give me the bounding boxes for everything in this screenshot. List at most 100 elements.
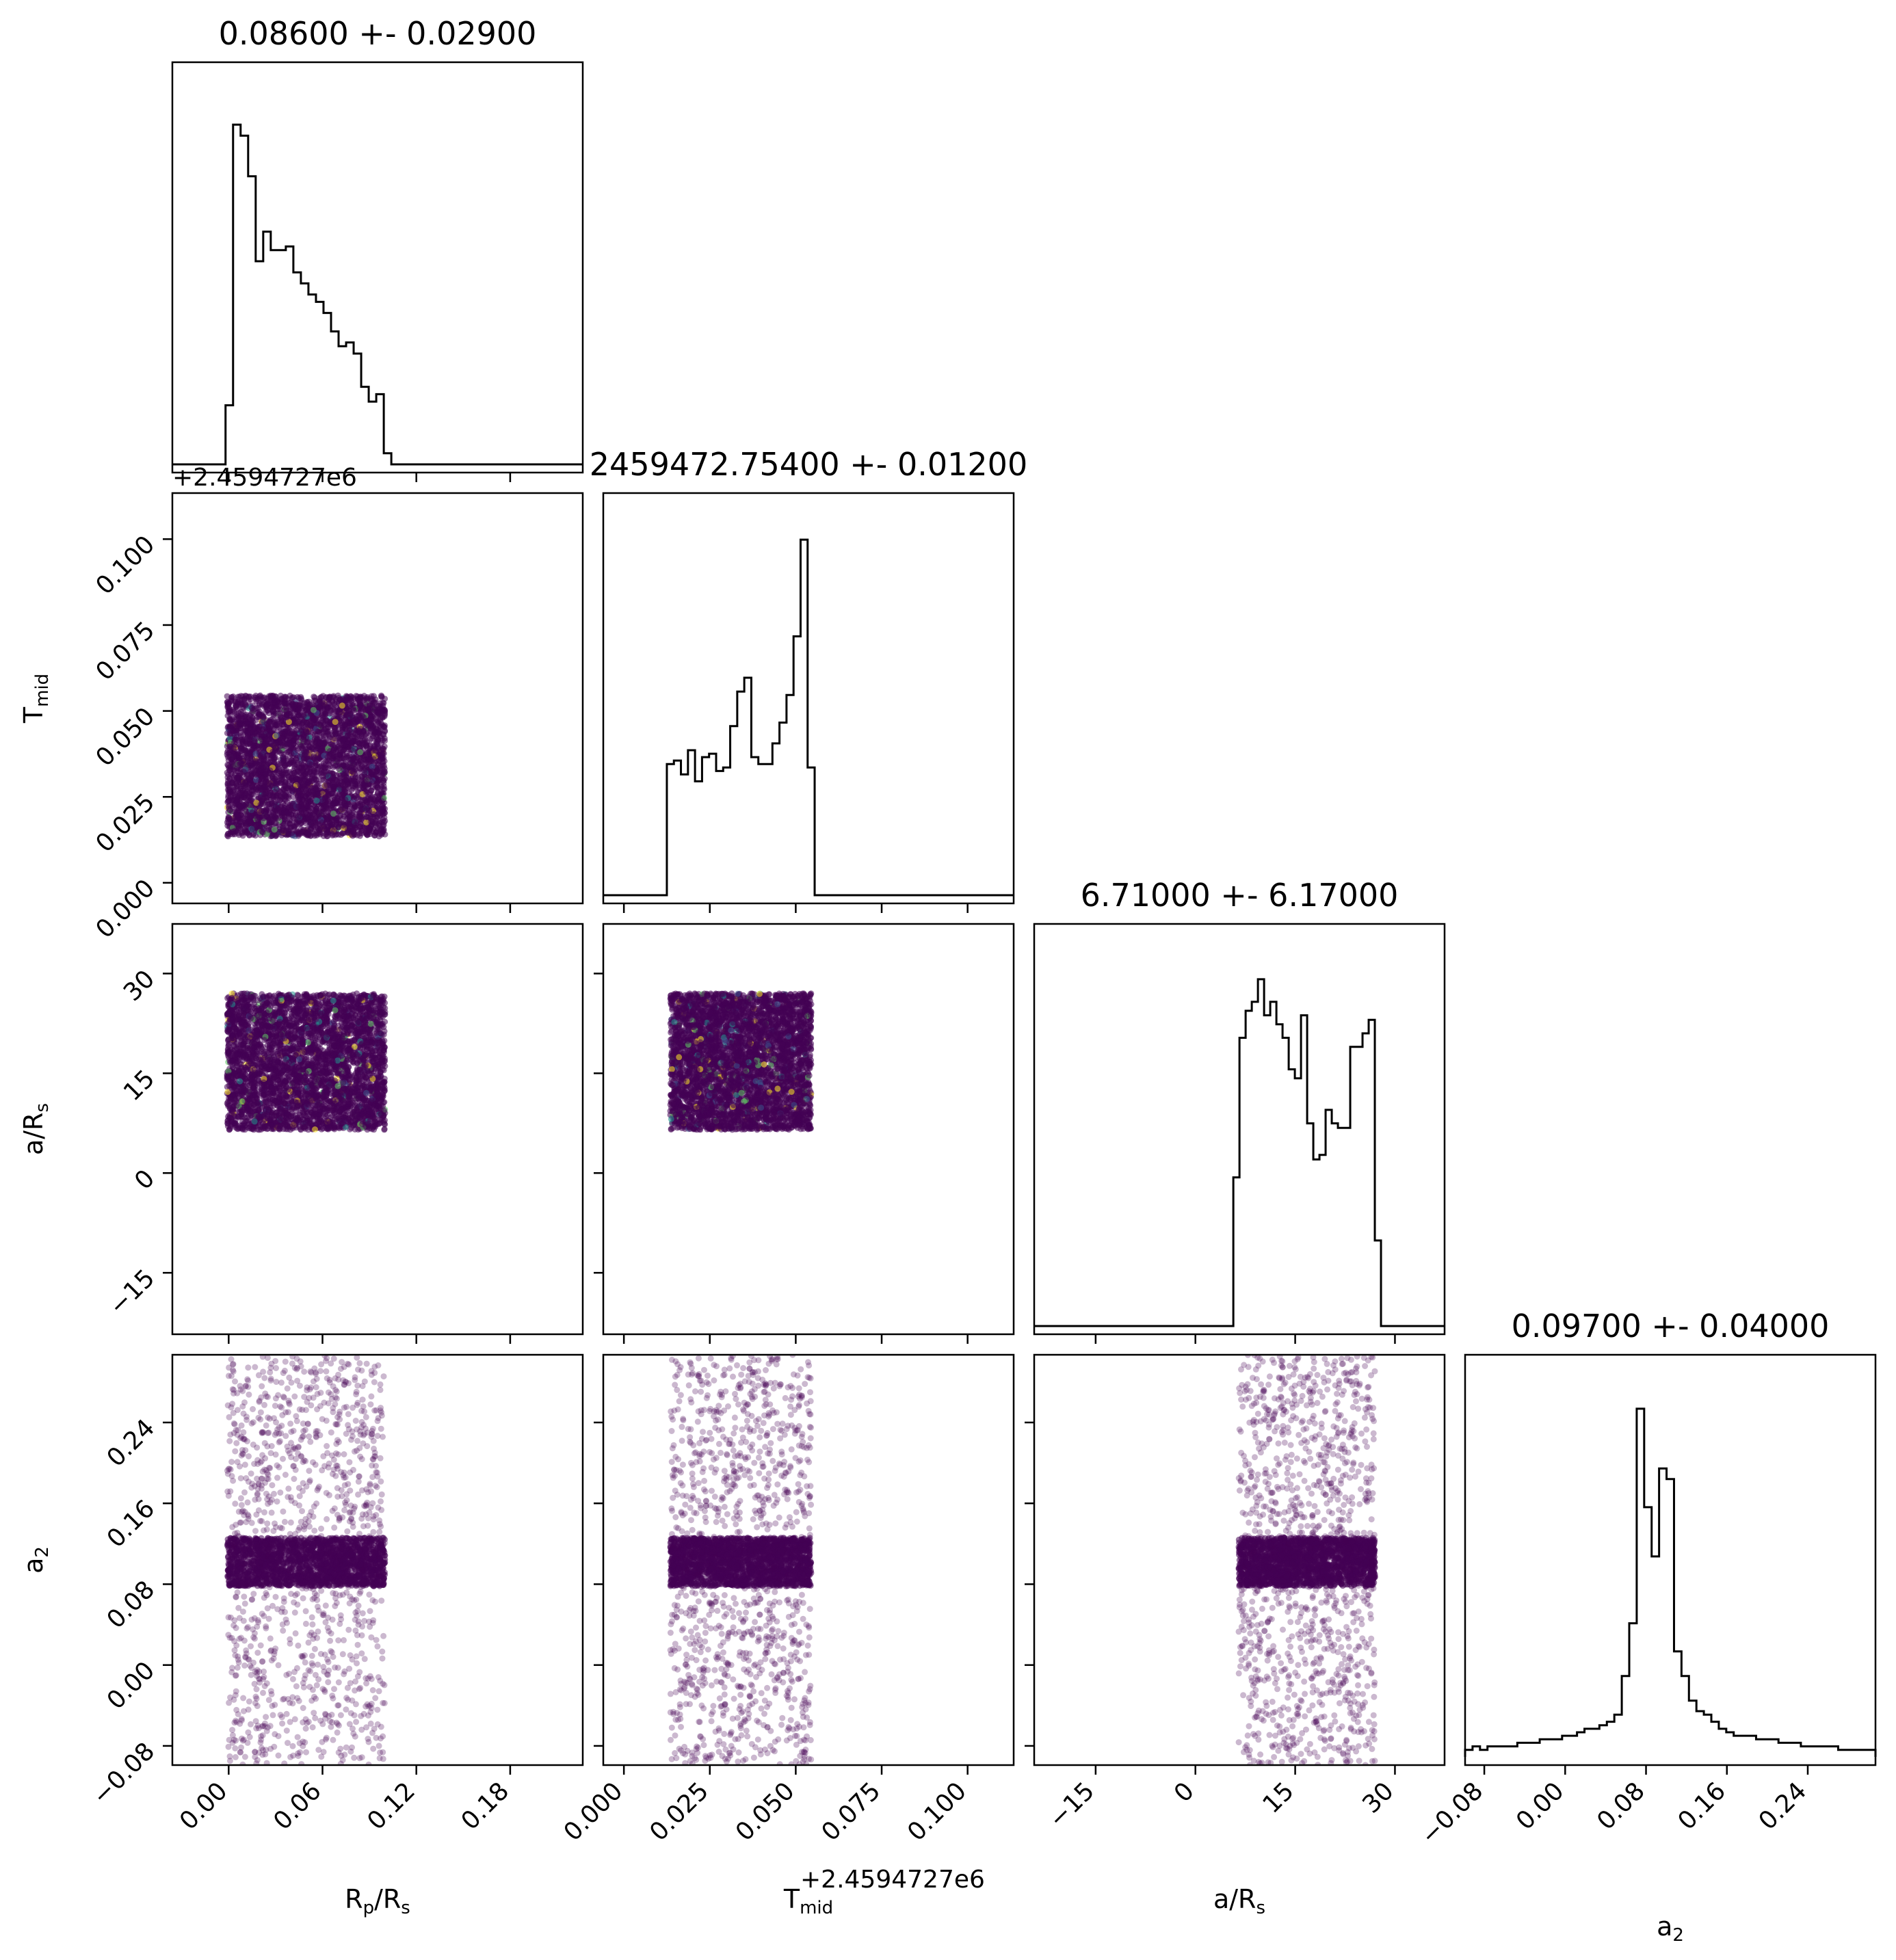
sample-point [238,711,245,717]
sample-point [249,825,256,832]
sample-point [304,825,311,832]
sample-point [365,706,371,713]
sample-point [278,776,285,783]
sample-point [308,761,315,768]
sample-point [291,769,298,776]
sample-point [252,832,259,839]
sample-point [274,806,281,812]
sample-point [295,720,302,727]
sample-point [272,820,278,827]
y-tick-label: 0.075 [90,616,160,686]
sample-point [369,763,376,770]
sample-point [288,751,295,757]
sample-point [339,696,346,702]
sample-point [261,784,267,791]
sample-point [364,814,371,821]
sample-point [369,747,376,754]
sample-point [354,736,361,743]
sample-point [278,750,285,756]
sample-point [285,810,291,816]
sample-point [290,694,297,701]
sample-point [272,754,279,761]
sample-point [331,797,338,804]
sample-point [343,821,349,827]
sample-point [321,701,328,708]
sample-point [279,721,286,728]
sample-point [241,819,248,826]
sample-point [332,719,339,726]
sample-point [365,781,372,788]
sample-point [272,699,278,706]
sample-point [363,831,370,838]
sample-point [304,768,311,775]
sample-point [324,782,330,789]
sample-point [287,824,294,831]
sample-point [347,760,354,766]
sample-point [367,818,374,825]
sample-point [350,721,357,728]
sample-point [263,795,270,802]
sample-point [252,786,259,793]
sample-point [241,769,247,776]
sample-point [313,797,320,804]
sample-point [258,766,265,773]
sample-point [272,693,279,700]
sample-point [317,740,324,747]
sample-point [224,832,231,839]
sample-point [260,815,267,821]
sample-point [236,719,243,726]
sample-point [274,722,280,729]
sample-point [274,732,280,739]
sample-point [257,778,264,784]
sample-point [225,700,232,706]
sample-point [235,737,241,744]
histogram-tmid [603,538,1014,897]
sample-point [259,760,266,767]
sample-point [254,817,261,823]
sample-point [371,799,378,806]
sample-point [249,704,256,711]
sample-point [345,695,352,701]
sample-point [321,795,328,802]
sample-point [259,719,265,726]
sample-point [288,745,295,751]
sample-point [374,779,381,786]
sample-point [233,713,239,720]
sample-point [368,720,375,727]
sample-point [352,730,358,737]
sample-point [311,775,318,782]
sample-point [249,809,256,816]
sample-point [350,706,356,713]
sample-point [267,816,274,823]
sample-point [316,728,323,735]
sample-point [306,743,313,750]
sample-point [377,700,384,706]
sample-point [261,714,267,721]
sample-point [256,711,262,717]
sample-point [372,699,379,706]
y-tick-label: 0.050 [90,702,160,772]
sample-point [311,746,317,753]
sample-point [264,752,271,759]
sample-point [295,745,302,752]
sample-point [382,696,389,702]
sample-point [342,796,349,803]
sample-point [259,827,265,834]
sample-point [225,708,232,715]
sample-point [333,819,340,825]
sample-point [304,700,311,706]
sample-point [310,706,317,713]
sample-point [366,825,373,832]
sample-point [233,704,239,711]
sample-point [358,802,365,808]
sample-point [231,745,237,752]
sample-point [380,760,386,767]
sample-point [230,780,237,786]
sample-point [258,743,265,750]
sample-point [243,810,250,817]
sample-point [334,756,341,763]
sample-point [247,712,253,719]
sample-point [351,778,358,784]
sample-point [333,708,340,715]
